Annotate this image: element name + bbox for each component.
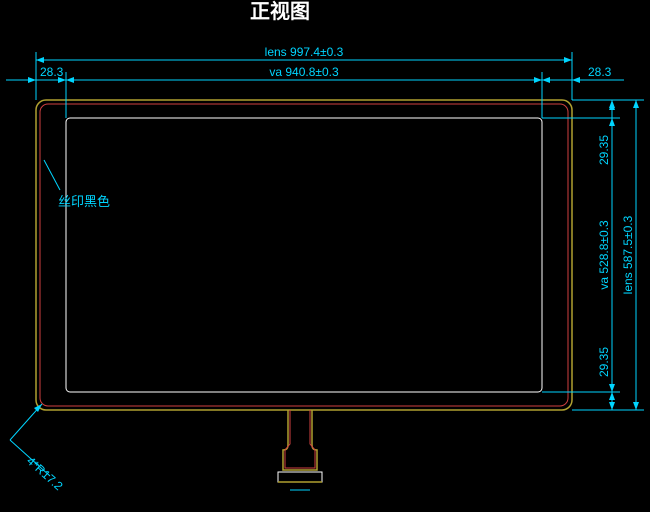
- flex-tail: [278, 410, 322, 490]
- dim-margin-left-label: 28.3: [40, 65, 64, 79]
- dim-margin-right: 28.3: [542, 65, 624, 83]
- va-outline: [66, 118, 542, 392]
- lens-accent-outline: [40, 104, 568, 406]
- annotation-silkscreen: 丝印黑色: [44, 160, 110, 209]
- dim-va-height-label: va 528.8±0.3: [597, 220, 611, 290]
- dim-lens-height: lens 587.5±0.3: [621, 100, 639, 410]
- lens-outline: [36, 100, 572, 410]
- view-title: 正视图: [250, 0, 310, 23]
- dim-margin-top-label: 29.35: [597, 135, 611, 165]
- dim-margin-right-label: 28.3: [588, 65, 612, 79]
- dim-va-width-label: va 940.8±0.3: [269, 65, 339, 79]
- dim-va-width: va 940.8±0.3: [66, 65, 542, 83]
- dim-corner-radius-label: 4*R17.2: [24, 454, 66, 494]
- dim-lens-width: lens 997.4±0.3: [36, 45, 572, 63]
- annotation-silkscreen-label: 丝印黑色: [58, 194, 110, 209]
- dim-margin-bottom-label: 29.35: [597, 347, 611, 377]
- dim-corner-radius: 4*R17.2: [10, 404, 66, 493]
- drawing-canvas: 正视图 lens 997.4±0.3 va 940.8±0.3 28.3: [0, 0, 650, 512]
- dim-lens-width-label: lens 997.4±0.3: [265, 45, 344, 59]
- dim-lens-height-label: lens 587.5±0.3: [621, 215, 635, 294]
